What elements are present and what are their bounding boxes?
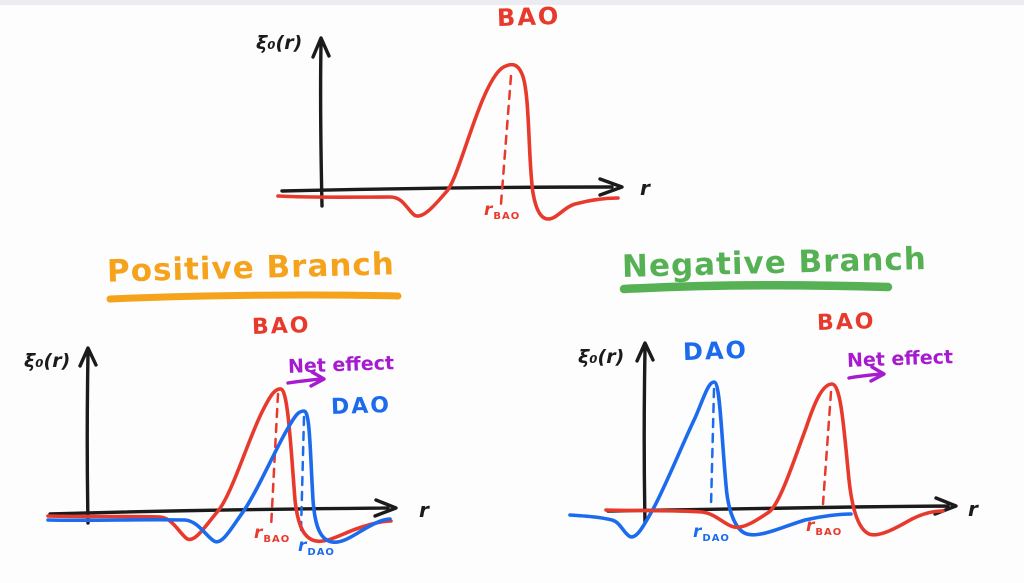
positive-plot-rdao-marker: rDAO [298, 538, 335, 558]
positive-plot-dao-curve [46, 409, 392, 544]
rdao-marker-sub: DAO [307, 547, 335, 559]
positive-branch-title-underline [106, 291, 402, 303]
positive-plot-dao-label: DAO [330, 392, 392, 421]
negative-plot-x-axis-label: r [968, 497, 978, 521]
negative-plot-dao-label: DAO [682, 335, 749, 367]
rdao-marker-base: r [298, 536, 307, 556]
positive-plot-dao-peak-dashed-line [299, 415, 306, 533]
positive-plot-x-axis [48, 498, 398, 518]
top-plot-x-axis-label: r [640, 176, 650, 200]
positive-plot-x-axis-label: r [419, 498, 429, 522]
positive-plot-y-axis [78, 346, 98, 525]
rdao-marker-sub: DAO [702, 533, 730, 545]
top-plot-y-axis [311, 36, 331, 208]
negative-plot-bao-peak-dashed-line [821, 390, 833, 506]
top-plot-bao-curve [276, 62, 620, 221]
rbao-marker-sub: BAO [493, 211, 521, 223]
negative-plot-dao-peak-dashed-line [709, 387, 716, 508]
top-plot-bao-peak-dashed-line [499, 74, 513, 206]
positive-branch-title: Positive Branch [106, 246, 396, 290]
top-plot-bao-label: BAO [496, 1, 561, 33]
positive-plot-rbao-marker: rBAO [254, 525, 290, 545]
top-plot-x-axis [280, 177, 624, 197]
top-plot-y-axis-label: ξ₀(r) [256, 32, 303, 54]
negative-plot-bao-label: BAO [816, 308, 876, 337]
positive-plot-y-axis-label: ξ₀(r) [24, 350, 71, 372]
positive-plot-bao-label: BAO [251, 312, 311, 341]
negative-net-effect-arrow-icon [847, 365, 886, 383]
rbao-marker-sub: BAO [263, 534, 291, 546]
rdao-marker-base: r [693, 522, 702, 542]
positive-net-effect-arrow-icon [286, 370, 326, 388]
positive-plot-bao-peak-dashed-line [269, 392, 280, 530]
top-plot-rbao-marker: rBAO [484, 202, 520, 222]
rbao-marker-sub: BAO [815, 527, 843, 539]
negative-plot-y-axis [635, 341, 655, 525]
negative-plot-y-axis-label: ξ₀(r) [578, 346, 625, 368]
negative-plot-dao-curve [568, 380, 853, 539]
window-edge-strip [0, 0, 1024, 5]
rbao-marker-base: r [484, 200, 493, 220]
negative-plot-bao-curve [604, 382, 945, 537]
negative-plot-rdao-marker: rDAO [693, 524, 730, 544]
negative-net-effect-label: Net effect [846, 346, 954, 372]
rbao-marker-base: r [254, 523, 263, 543]
rbao-marker-base: r [806, 516, 815, 536]
negative-plot-rbao-marker: rBAO [806, 518, 842, 538]
positive-net-effect-label: Net effect [287, 352, 395, 378]
negative-branch-title-underline [619, 281, 893, 294]
negative-branch-title: Negative Branch [621, 241, 928, 285]
